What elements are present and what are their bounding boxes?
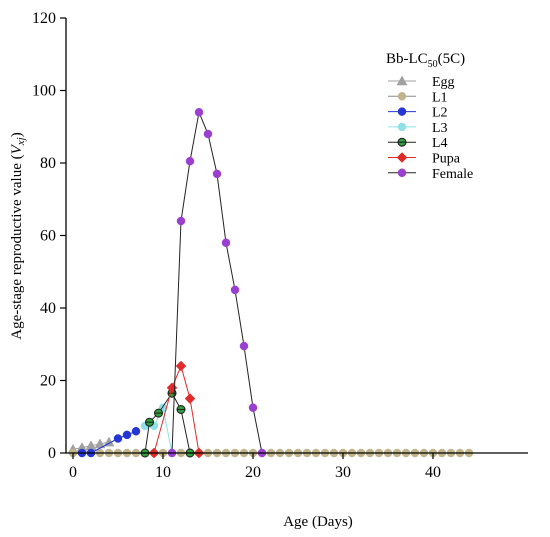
plot-area <box>67 108 474 459</box>
x-tick-label-2: 20 <box>245 464 261 481</box>
legend-swatch-marker-4 <box>397 137 407 147</box>
legend-swatch-marker-5 <box>396 152 408 163</box>
point-female-4 <box>203 129 213 139</box>
x-tick-label-0: 0 <box>69 464 77 481</box>
point-female-9 <box>248 403 258 412</box>
y-tick-label-2: 40 <box>40 300 56 317</box>
legend-swatch-marker-1 <box>397 92 407 101</box>
legend-title-end: (5C) <box>438 51 466 67</box>
y-tick-label-6: 120 <box>32 10 56 27</box>
y-axis-title-sub: xj <box>15 137 27 146</box>
point-female-8 <box>239 341 249 351</box>
y-axis-title-end: ) <box>9 132 25 137</box>
series-line-l4 <box>144 392 191 454</box>
point-l2-4 <box>131 427 141 436</box>
legend-swatch-marker-0 <box>396 75 408 86</box>
x-tick-label-3: 30 <box>335 464 351 481</box>
y-tick-label-5: 100 <box>32 83 56 100</box>
series-female <box>167 108 267 458</box>
point-l2-2 <box>113 434 123 443</box>
point-female-1 <box>176 216 186 226</box>
legend-label-1: L1 <box>432 90 448 105</box>
legend-item-l4: L4 <box>388 136 448 151</box>
legend-item-egg: Egg <box>388 75 455 90</box>
x-axis-title: Age (Days) <box>283 514 353 530</box>
legend-swatch-marker-6 <box>397 168 407 178</box>
point-female-7 <box>230 285 240 295</box>
legend-label-4: L4 <box>432 136 448 151</box>
legend-label-3: L3 <box>432 121 448 136</box>
axis-ticks: 0 20 40 60 80 100 120 0 10 20 30 40 <box>32 10 441 481</box>
legend-item-l2: L2 <box>388 106 448 121</box>
y-axis-title-var: V <box>9 143 25 154</box>
legend-swatch-marker-3 <box>397 122 407 132</box>
legend-item-l3: L3 <box>388 121 448 136</box>
x-tick-label-1: 10 <box>155 464 171 481</box>
legend-title-sub: 50 <box>428 59 438 70</box>
y-tick-label-1: 20 <box>40 373 56 390</box>
legend-item-female: Female <box>388 167 473 182</box>
point-pupa-2 <box>175 360 187 372</box>
legend-swatch-marker-2 <box>397 107 407 116</box>
legend-item-pupa: Pupa <box>388 152 461 167</box>
y-tick-label-3: 60 <box>40 228 56 245</box>
axes <box>65 18 528 454</box>
legend-label-0: Egg <box>432 75 455 90</box>
y-tick-label-4: 80 <box>40 155 56 172</box>
point-l4-4 <box>176 405 186 414</box>
point-female-6 <box>221 238 231 247</box>
x-tick-label-4: 40 <box>425 464 441 481</box>
point-l2-3 <box>122 430 132 440</box>
series-line-female <box>171 110 263 454</box>
legend-label-6: Female <box>432 167 473 182</box>
point-female-3 <box>194 108 204 117</box>
y-axis-title: Age-stage reproductive value (Vxj) <box>9 132 27 339</box>
legend-title-main: Bb-LC <box>386 51 428 67</box>
point-l4-1 <box>145 417 154 427</box>
legend-item-l1: L1 <box>388 90 448 105</box>
point-female-2 <box>185 156 195 166</box>
legend-label-2: L2 <box>432 106 448 121</box>
point-l4-2 <box>154 408 163 418</box>
legend-title: Bb-LC50(5C) <box>386 51 465 70</box>
point-pupa-3 <box>184 393 196 404</box>
y-axis-title-main: Age-stage reproductive value ( <box>9 154 25 339</box>
point-female-5 <box>212 169 222 179</box>
y-tick-label-0: 0 <box>48 445 56 462</box>
legend-label-5: Pupa <box>432 152 461 167</box>
